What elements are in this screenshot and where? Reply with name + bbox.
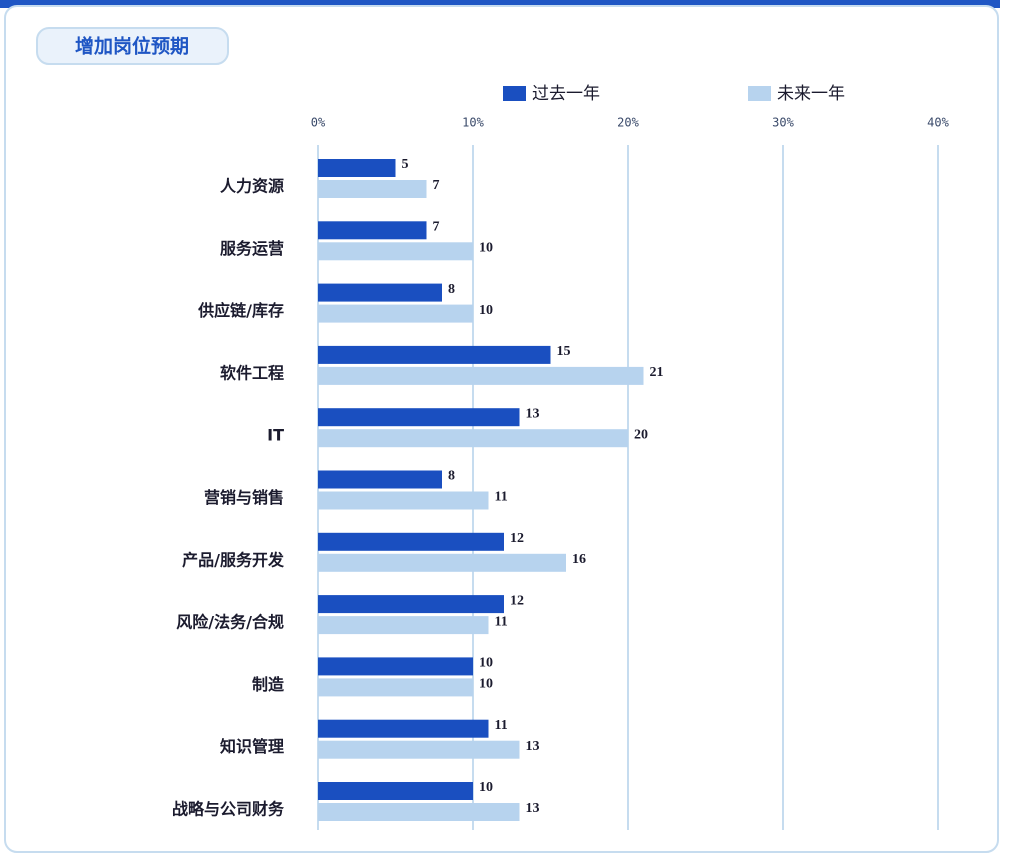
value-label: 7 (433, 178, 440, 193)
bar (318, 595, 504, 614)
panel (4, 5, 999, 853)
bar (318, 678, 473, 697)
value-label: 10 (479, 303, 493, 318)
x-tick-label: 0% (311, 116, 326, 130)
bar (318, 304, 473, 323)
x-tick-label: 10% (462, 116, 484, 130)
bar (318, 803, 520, 821)
bar (318, 657, 473, 676)
legend-swatch (748, 86, 771, 101)
legend-label: 过去一年 (532, 84, 600, 104)
value-label: 13 (526, 739, 540, 754)
x-tick-label: 30% (772, 116, 794, 130)
bar (318, 180, 427, 198)
category-label: 供应链/库存 (197, 301, 284, 320)
bar (318, 283, 442, 302)
x-tick-label: 20% (617, 116, 639, 130)
category-label: 软件工程 (220, 363, 284, 382)
bar (318, 719, 489, 738)
top-bar (0, 0, 1000, 8)
category-label: 营销与销售 (204, 488, 284, 507)
value-label: 8 (448, 282, 455, 297)
bar (318, 366, 644, 385)
category-label: 人力资源 (220, 177, 284, 196)
x-tick-label: 40% (927, 116, 949, 130)
bar (318, 553, 566, 572)
bar (318, 491, 489, 510)
value-label: 11 (495, 718, 508, 733)
bar (318, 782, 473, 800)
bar (318, 408, 520, 427)
bar (318, 159, 396, 177)
title-box (36, 27, 229, 65)
value-label: 11 (495, 490, 508, 505)
value-label: 10 (479, 656, 493, 671)
value-label: 15 (557, 344, 571, 359)
bar (318, 221, 427, 240)
chart-title: 增加岗位预期 (75, 35, 189, 58)
bar (318, 616, 489, 635)
legend-swatch (503, 86, 526, 101)
value-label: 12 (510, 593, 524, 608)
value-label: 13 (526, 801, 540, 816)
category-label: 制造 (252, 675, 285, 694)
value-label: 10 (479, 677, 493, 692)
bar (318, 345, 551, 364)
value-label: 8 (448, 469, 455, 484)
value-label: 10 (479, 241, 493, 256)
value-label: 11 (495, 614, 508, 629)
value-label: 13 (526, 406, 540, 421)
value-label: 16 (572, 552, 586, 567)
category-label: 风险/法务/合规 (176, 613, 284, 632)
bar (318, 532, 504, 551)
value-label: 7 (433, 220, 440, 235)
category-label: 战略与公司财务 (172, 800, 285, 819)
value-label: 21 (650, 365, 664, 380)
value-label: 5 (402, 157, 409, 172)
category-label: 知识管理 (220, 737, 284, 756)
category-label: 产品/服务开发 (182, 550, 285, 569)
bar (318, 429, 628, 448)
bar (318, 470, 442, 489)
bar (318, 242, 473, 261)
value-label: 20 (634, 427, 648, 442)
category-label: IT (267, 426, 284, 445)
category-label: 服务运营 (220, 239, 284, 258)
value-label: 10 (479, 780, 493, 795)
value-label: 12 (510, 531, 524, 546)
legend-label: 未来一年 (777, 84, 845, 104)
bar (318, 740, 520, 759)
